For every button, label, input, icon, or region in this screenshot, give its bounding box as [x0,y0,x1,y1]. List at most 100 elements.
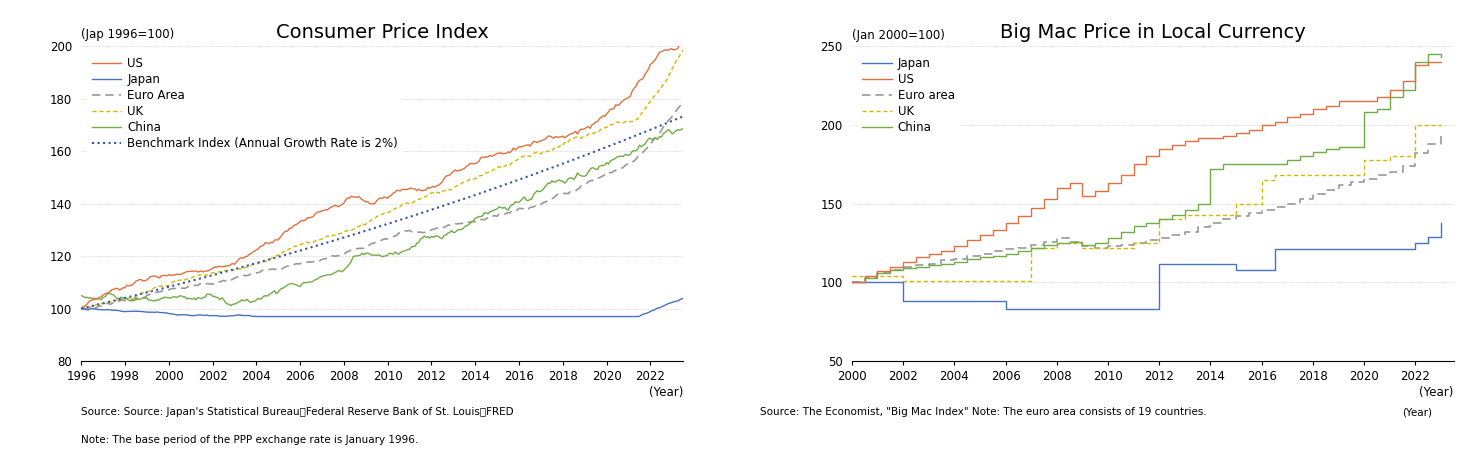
UK [971,278,989,284]
US [207,265,224,270]
China [1355,110,1373,115]
China [1023,245,1041,250]
Line: UK: UK [81,35,692,309]
Japan [881,280,899,285]
China [984,253,1002,258]
US [984,228,1002,233]
Euro area [1305,192,1322,197]
Line: Euro Area: Euro Area [81,90,692,310]
Euro Area [574,182,592,188]
Japan [856,280,874,285]
Japan [1100,307,1117,312]
UK [1125,240,1142,246]
Euro area [1023,242,1041,247]
Japan [72,306,90,312]
Japan [1111,307,1129,312]
UK [72,306,90,312]
UK [1330,173,1348,178]
China [1048,240,1066,246]
US [1188,135,1206,140]
US [933,248,951,254]
Euro area [1035,239,1052,244]
Line: China: China [81,125,692,306]
Japan [1086,307,1104,312]
Japan [1010,307,1027,312]
China [257,293,275,298]
Benchmark Index (Annual Growth Rate is 2%) [683,110,701,115]
Japan [1278,247,1296,252]
China [1138,220,1156,225]
Japan [1150,261,1168,266]
China [1278,157,1296,163]
Euro area [856,275,874,281]
US [72,306,90,312]
Euro Area [683,87,701,93]
China [1227,162,1244,167]
Japan [1420,234,1438,239]
Text: (Year): (Year) [1402,407,1432,418]
UK [1355,157,1373,163]
US [843,280,861,285]
Euro area [1201,220,1219,225]
Euro area [1163,232,1181,238]
China [418,235,435,240]
Euro area [1355,176,1373,181]
US [1265,119,1283,125]
Japan [249,314,267,319]
Japan [1265,247,1283,252]
Japan [1317,247,1334,252]
China [1317,146,1334,151]
Euro Area [72,306,90,312]
UK [1227,201,1244,206]
US [80,300,97,305]
China [1100,236,1117,241]
Japan [1432,220,1449,225]
US [1215,133,1232,139]
UK [580,131,598,137]
Euro area [933,257,951,263]
China [1163,212,1181,218]
Line: US: US [81,38,692,309]
UK [1393,154,1411,159]
Japan [1407,240,1424,246]
China [1305,149,1322,155]
China [1432,55,1449,60]
US [1240,127,1258,132]
Euro Area [210,280,227,285]
China [582,167,599,172]
Japan [906,299,924,304]
Japan [1188,261,1206,266]
Benchmark Index (Annual Growth Rate is 2%) [80,304,97,310]
US [958,237,976,243]
UK [1292,173,1309,178]
Japan [1393,247,1411,252]
Japan [946,299,964,304]
UK [1305,173,1322,178]
UK [1382,154,1399,159]
US [1292,111,1309,117]
UK [573,135,590,141]
UK [1035,245,1052,250]
UK [1253,177,1271,183]
China [574,173,592,179]
US [946,244,964,249]
UK [1407,122,1424,128]
US [1432,59,1449,65]
UK [1010,278,1027,284]
Benchmark Index (Annual Growth Rate is 2%) [573,154,590,160]
China [881,267,899,273]
Euro area [1420,141,1438,147]
UK [1317,173,1334,178]
Euro area [1227,213,1244,219]
Japan [1253,267,1271,273]
China [1035,242,1052,247]
Euro area [920,261,937,266]
US [1355,99,1373,104]
China [1382,94,1399,100]
Japan [920,299,937,304]
Japan [868,280,886,285]
Japan [1355,247,1373,252]
China [958,256,976,262]
Euro area [1382,169,1399,175]
UK [1100,245,1117,250]
